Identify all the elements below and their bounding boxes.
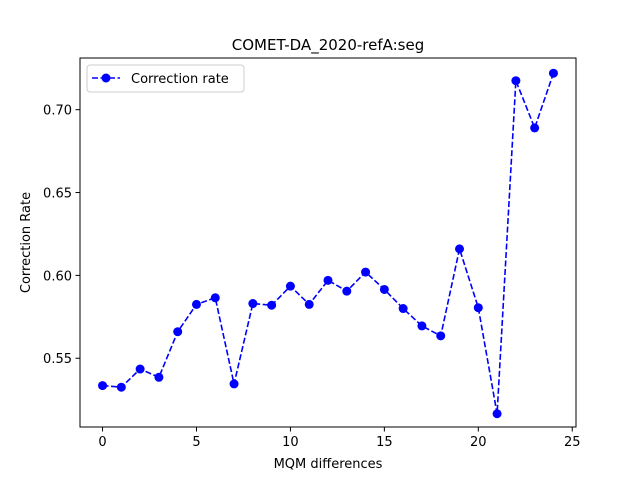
y-tick-label: 0.55 <box>43 352 72 367</box>
x-tick-label: 20 <box>470 435 487 450</box>
data-point <box>473 303 483 313</box>
y-tick-label: 0.70 <box>43 104 72 119</box>
plot-series <box>98 68 558 419</box>
y-tick-label: 0.60 <box>43 269 72 284</box>
legend: Correction rate <box>86 64 245 93</box>
data-point <box>304 299 314 309</box>
data-point <box>210 293 220 303</box>
data-point <box>248 299 258 309</box>
data-point <box>323 275 333 285</box>
data-point <box>417 321 427 331</box>
data-point <box>116 382 126 392</box>
data-point <box>135 364 145 374</box>
chart-title: COMET-DA_2020-refA:seg <box>232 36 425 55</box>
data-point <box>342 286 352 296</box>
data-point <box>511 76 521 86</box>
legend-entry-label: Correction rate <box>131 72 229 87</box>
data-point <box>548 68 558 78</box>
data-point <box>229 379 239 389</box>
plot-frame <box>79 57 577 428</box>
data-point <box>98 381 108 391</box>
x-axis-label: MQM differences <box>274 457 383 472</box>
data-point <box>173 327 183 337</box>
data-point <box>436 331 446 341</box>
data-point <box>379 284 389 294</box>
data-point <box>191 299 201 309</box>
data-point <box>267 300 277 310</box>
data-point <box>398 304 408 314</box>
data-point <box>154 372 164 382</box>
x-tick-label: 15 <box>376 435 393 450</box>
axis-ticks: 0 5 10 15 20 25 0.55 0.60 0.65 0.70 <box>43 104 580 450</box>
y-axis-label: Correction Rate <box>19 192 34 293</box>
x-tick-label: 10 <box>282 435 299 450</box>
data-point <box>285 281 295 291</box>
legend-box <box>86 64 245 93</box>
x-tick-label: 5 <box>192 435 200 450</box>
x-tick-label: 0 <box>98 435 106 450</box>
data-point <box>455 244 465 254</box>
data-point <box>361 267 371 277</box>
x-tick-label: 25 <box>564 435 581 450</box>
data-point <box>530 123 540 133</box>
data-point <box>492 409 502 419</box>
legend-marker <box>101 73 111 83</box>
y-tick-label: 0.65 <box>43 187 72 202</box>
